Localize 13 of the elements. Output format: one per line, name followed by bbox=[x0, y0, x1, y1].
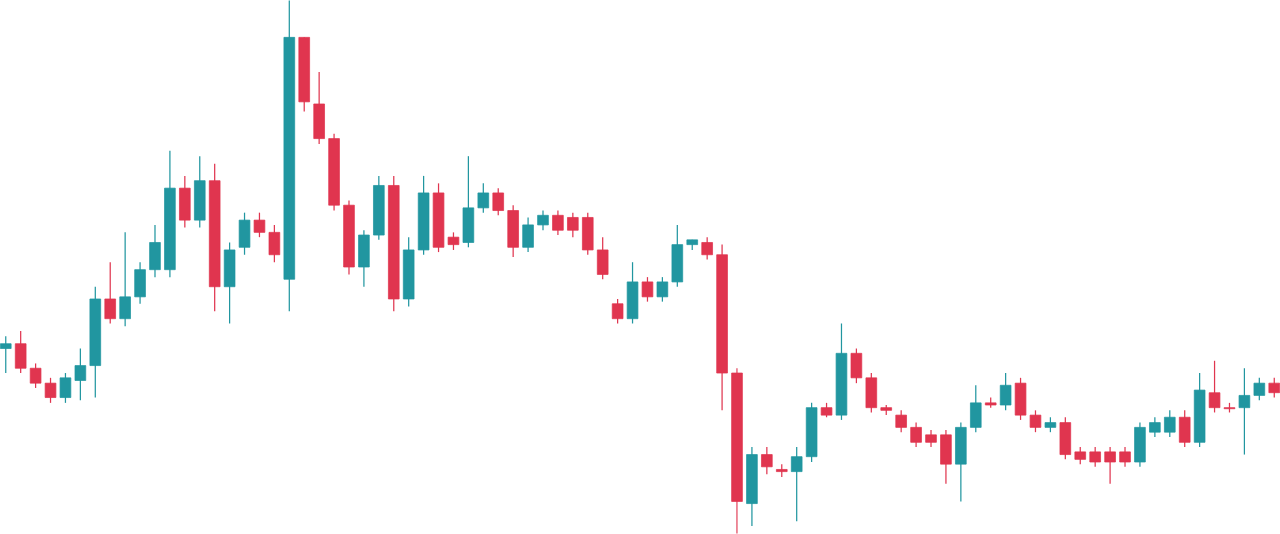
candlestick bbox=[641, 276, 654, 303]
candlestick bbox=[1178, 409, 1191, 448]
candlestick bbox=[761, 446, 773, 475]
candlestick bbox=[611, 298, 624, 325]
candlestick bbox=[1268, 377, 1280, 399]
candlestick bbox=[0, 335, 12, 374]
candlestick bbox=[104, 261, 116, 325]
candlestick bbox=[238, 212, 251, 256]
candlestick bbox=[179, 175, 191, 229]
candlestick bbox=[999, 372, 1012, 411]
candlestick bbox=[194, 155, 206, 229]
candlestick bbox=[626, 261, 639, 325]
candlestick bbox=[223, 241, 236, 325]
